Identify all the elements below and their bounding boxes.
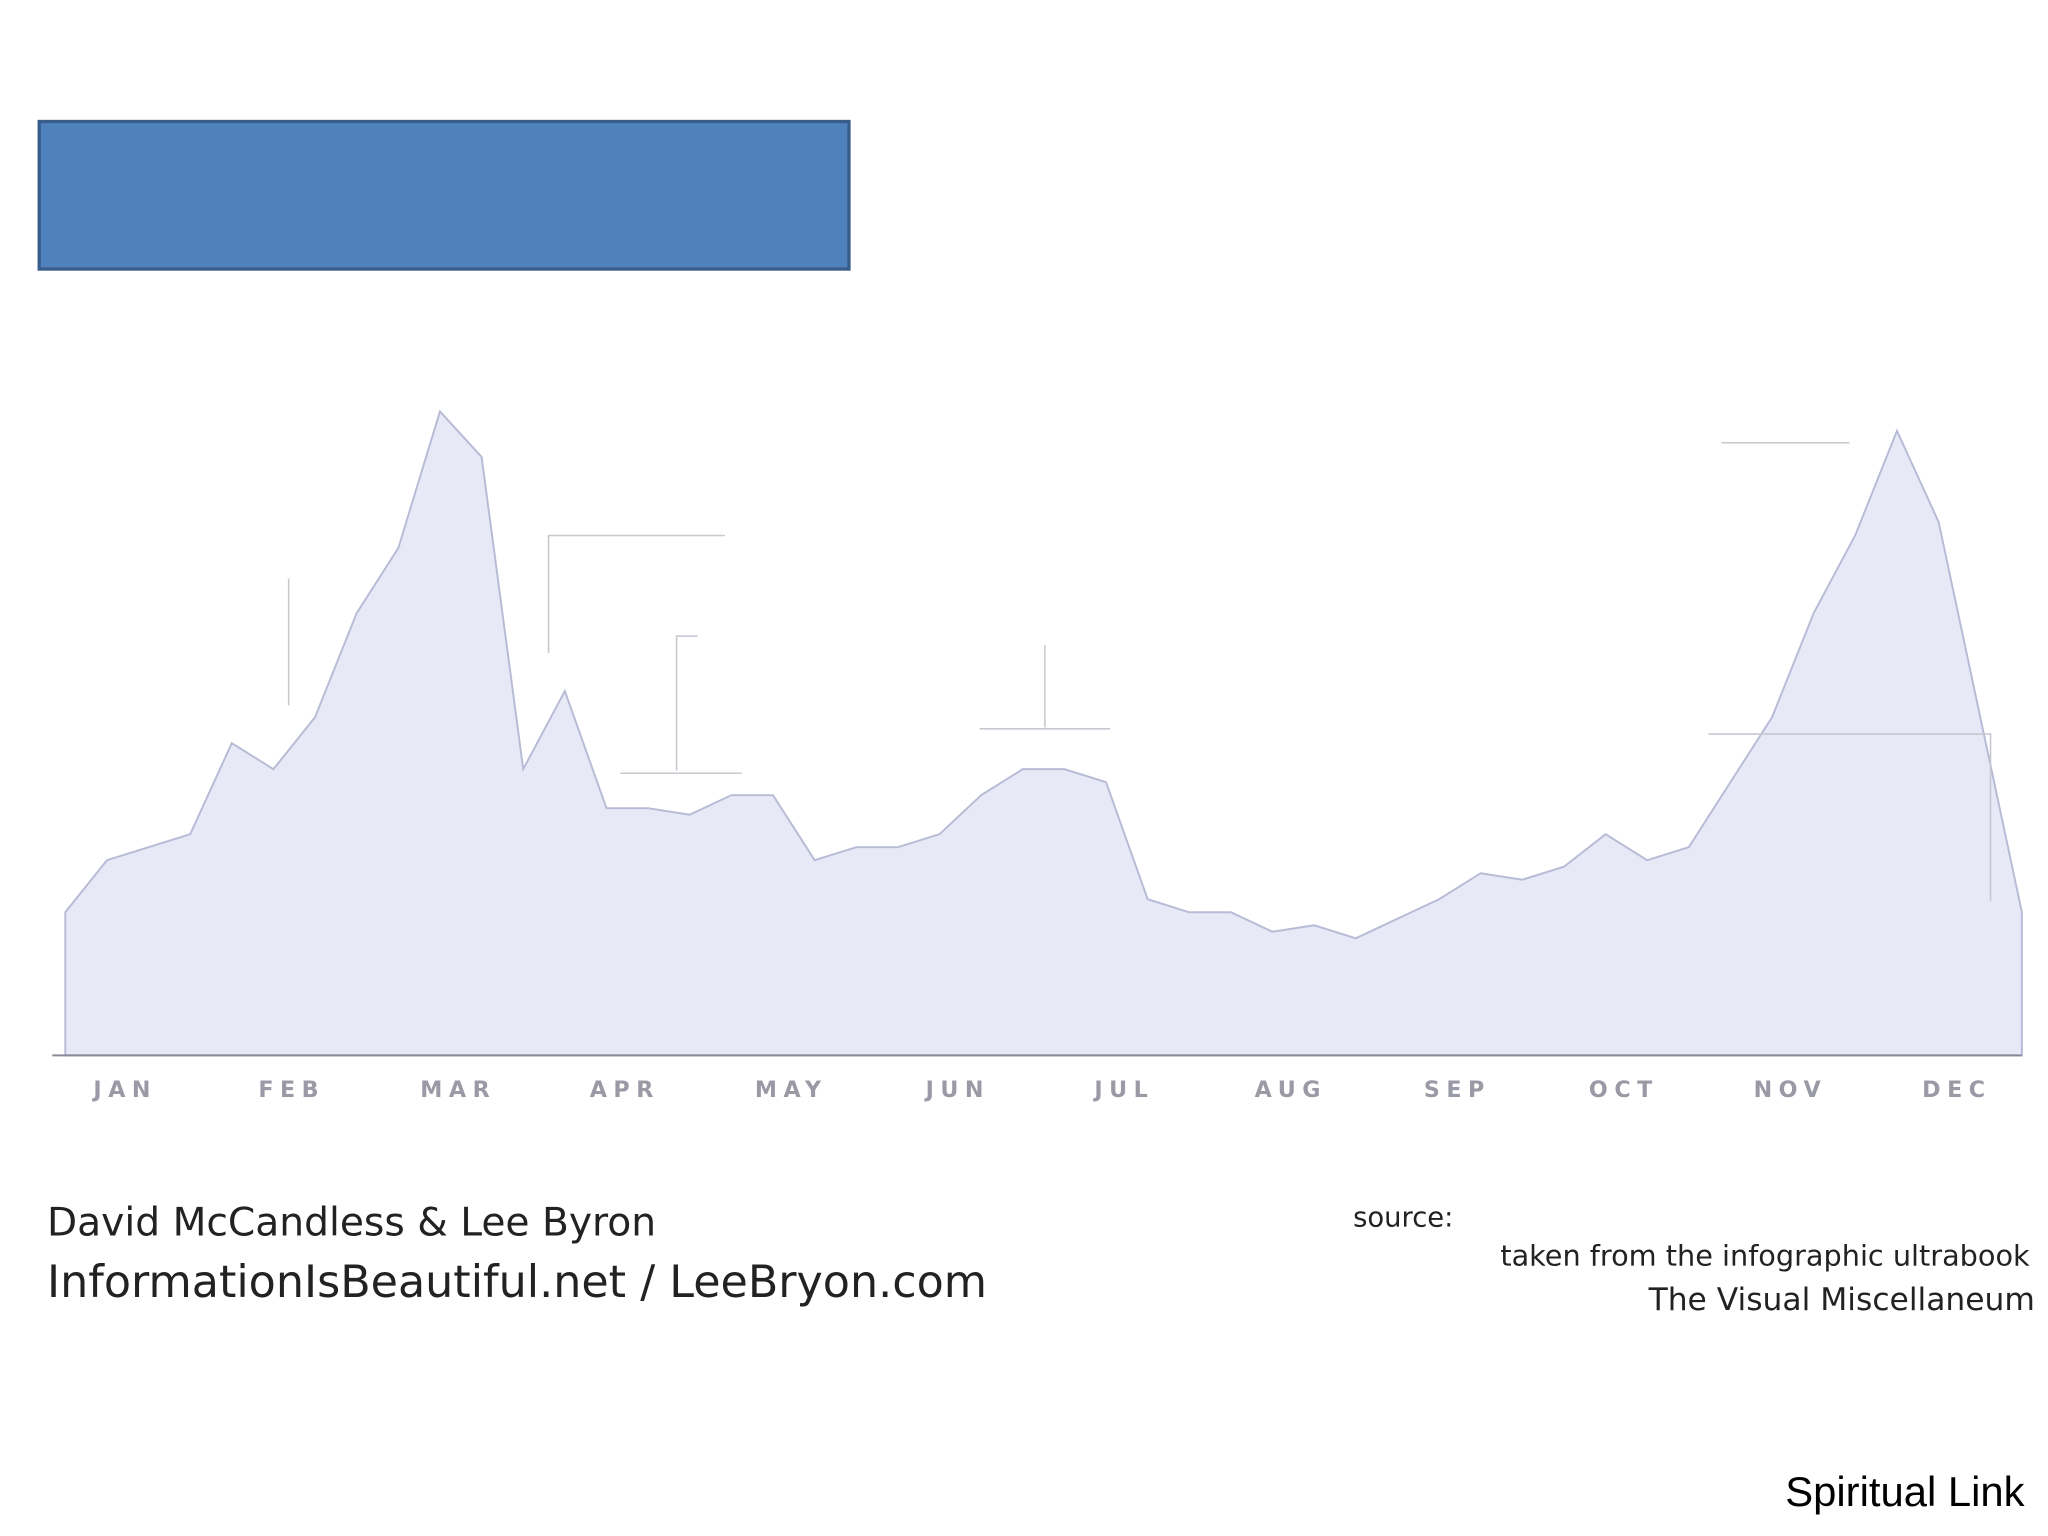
x-tick-label: JUN — [924, 1077, 990, 1103]
chart: JAN FEB MAR APR MAY JUN JUL AUG SEP OCT NOV DEC — [52, 409, 2023, 1103]
source-label: source: — [1353, 1202, 1453, 1233]
sites: InformationIsBeautiful.net / LeeBryon.co… — [47, 1257, 987, 1308]
x-tick-label: SEP — [1424, 1077, 1491, 1103]
x-tick-label: JAN — [91, 1077, 157, 1103]
x-tick-label: FEB — [258, 1077, 325, 1103]
x-tick-label: AUG — [1255, 1077, 1327, 1103]
authors: David McCandless & Lee Byron — [47, 1201, 656, 1246]
source-line: taken from the infographic ultrabook — [1500, 1239, 2030, 1273]
x-tick-label: OCT — [1589, 1077, 1659, 1103]
x-tick-label: APR — [590, 1077, 660, 1103]
annotation-lines — [287, 441, 1992, 902]
x-tick-label: DEC — [1922, 1077, 1991, 1103]
source-title: The Visual Miscellaneum — [1648, 1282, 2035, 1318]
x-tick-label: NOV — [1754, 1077, 1828, 1103]
x-tick-label: MAR — [420, 1077, 496, 1103]
x-tick-label: MAY — [755, 1077, 828, 1103]
title-box — [37, 119, 851, 271]
x-tick-label: JUL — [1092, 1077, 1154, 1103]
footer: Spiritual Link — [1785, 1468, 2024, 1515]
area — [64, 409, 2023, 1057]
